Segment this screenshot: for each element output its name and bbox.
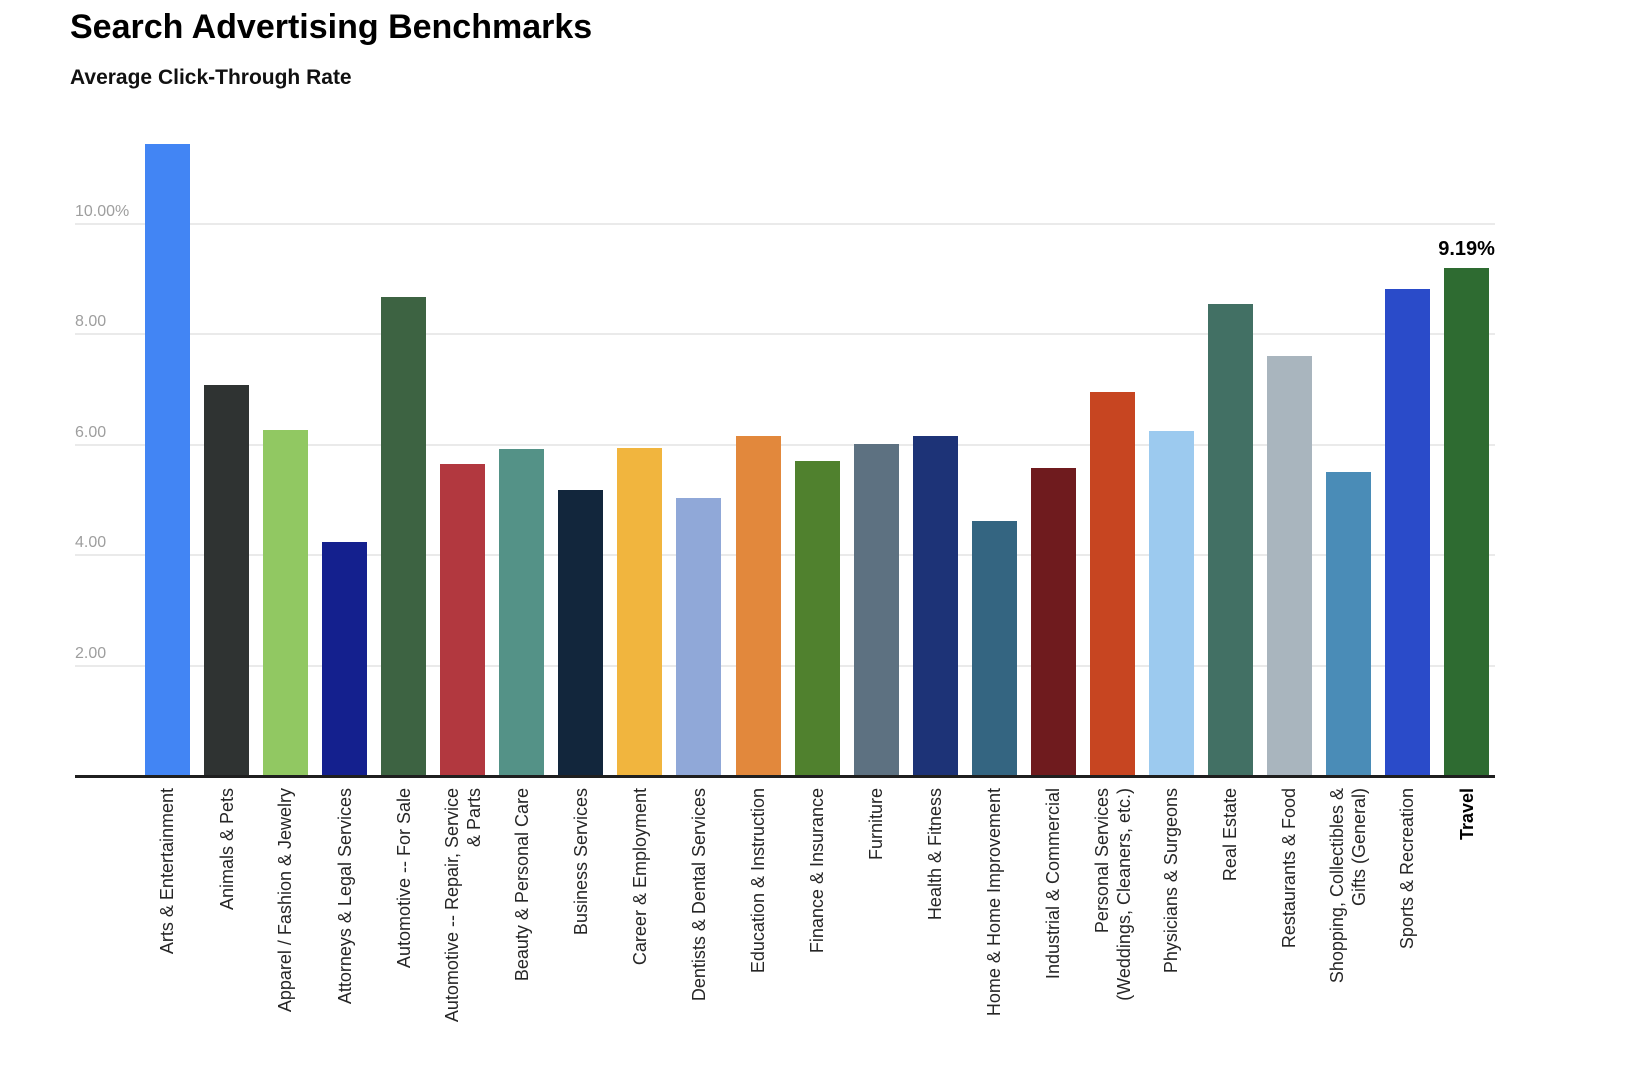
bar[interactable] <box>676 498 722 776</box>
x-axis-category-label: Automotive -- Repair, Service & Parts <box>441 788 484 1023</box>
x-axis-category-label: Career & Employment <box>629 788 650 966</box>
x-axis-category-label: Sports & Recreation <box>1397 788 1418 950</box>
gridline <box>75 443 1495 446</box>
y-axis-tick-label: 8.00 <box>75 313 107 330</box>
bar[interactable] <box>1089 392 1135 776</box>
x-axis-category-label: Real Estate <box>1220 788 1241 882</box>
x-axis-category-label: Apparel / Fashion & Jewelry <box>275 788 296 1013</box>
bar[interactable] <box>1444 268 1490 776</box>
x-axis-category-label: Finance & Insurance <box>807 788 828 954</box>
bar[interactable] <box>853 443 899 776</box>
chart-title: Search Advertising Benchmarks <box>70 8 593 46</box>
bar[interactable] <box>322 541 368 776</box>
x-axis-category-label: Industrial & Commercial <box>1043 788 1064 980</box>
x-axis-category-label: Education & Instruction <box>748 788 768 974</box>
x-axis-category-label: Home & Home Improvement <box>984 788 1005 1017</box>
x-axis-category-label: Attorneys & Legal Services <box>334 788 355 1005</box>
x-axis-category-label: Beauty & Personal Care <box>511 788 532 982</box>
bar[interactable] <box>971 520 1017 776</box>
x-axis-category-label: Animals & Pets <box>216 788 237 911</box>
bar[interactable] <box>1207 303 1253 776</box>
y-axis-tick-label: 6.00 <box>75 423 107 441</box>
x-axis-category-label: Health & Fitness <box>925 788 946 921</box>
bar[interactable] <box>1385 288 1431 776</box>
x-axis-category-label: Arts & Entertainment <box>157 788 178 955</box>
bar[interactable] <box>145 144 190 776</box>
x-axis-category-label: Physicians & Surgeons <box>1161 788 1182 974</box>
bar[interactable] <box>1326 472 1371 776</box>
x-axis-category-label: Dentists & Dental Services <box>688 788 709 1002</box>
gridline <box>75 554 1495 556</box>
y-axis-tick-label: 4.00 <box>75 534 107 551</box>
gridline <box>75 333 1495 335</box>
x-axis-category-label: Restaurants & Food <box>1279 788 1300 949</box>
y-axis-tick-label: 10.00% <box>75 202 130 220</box>
gridline <box>75 222 1495 225</box>
bar[interactable] <box>794 461 840 776</box>
x-axis-category-label: Shopping, Collectibles & Gifts (General) <box>1327 788 1370 984</box>
x-axis-category-label: Business Services <box>570 788 591 936</box>
bar[interactable] <box>1148 430 1194 776</box>
bar[interactable] <box>735 436 781 776</box>
x-axis-category-label: Personal Services (Weddings, Cleaners, e… <box>1091 788 1134 1001</box>
x-axis-line <box>75 775 1495 778</box>
bar[interactable] <box>1030 468 1076 776</box>
x-axis-category-label: Furniture <box>866 788 887 861</box>
bar[interactable] <box>617 448 663 776</box>
bar[interactable] <box>1266 356 1312 776</box>
bar[interactable] <box>263 429 309 776</box>
bar[interactable] <box>440 463 486 776</box>
bar-value-label: 9.19% <box>1438 238 1495 261</box>
bar[interactable] <box>558 490 604 776</box>
bar[interactable] <box>912 436 958 776</box>
bar[interactable] <box>204 384 250 776</box>
chart-subtitle: Average Click-Through Rate <box>70 66 352 89</box>
gridline <box>75 664 1495 667</box>
bar[interactable] <box>499 448 545 776</box>
bar[interactable] <box>381 296 427 776</box>
y-axis-tick-label: 2.00 <box>75 644 107 662</box>
x-axis-category-label: Travel <box>1456 788 1477 841</box>
x-axis-category-label: Automotive -- For Sale <box>393 788 414 969</box>
